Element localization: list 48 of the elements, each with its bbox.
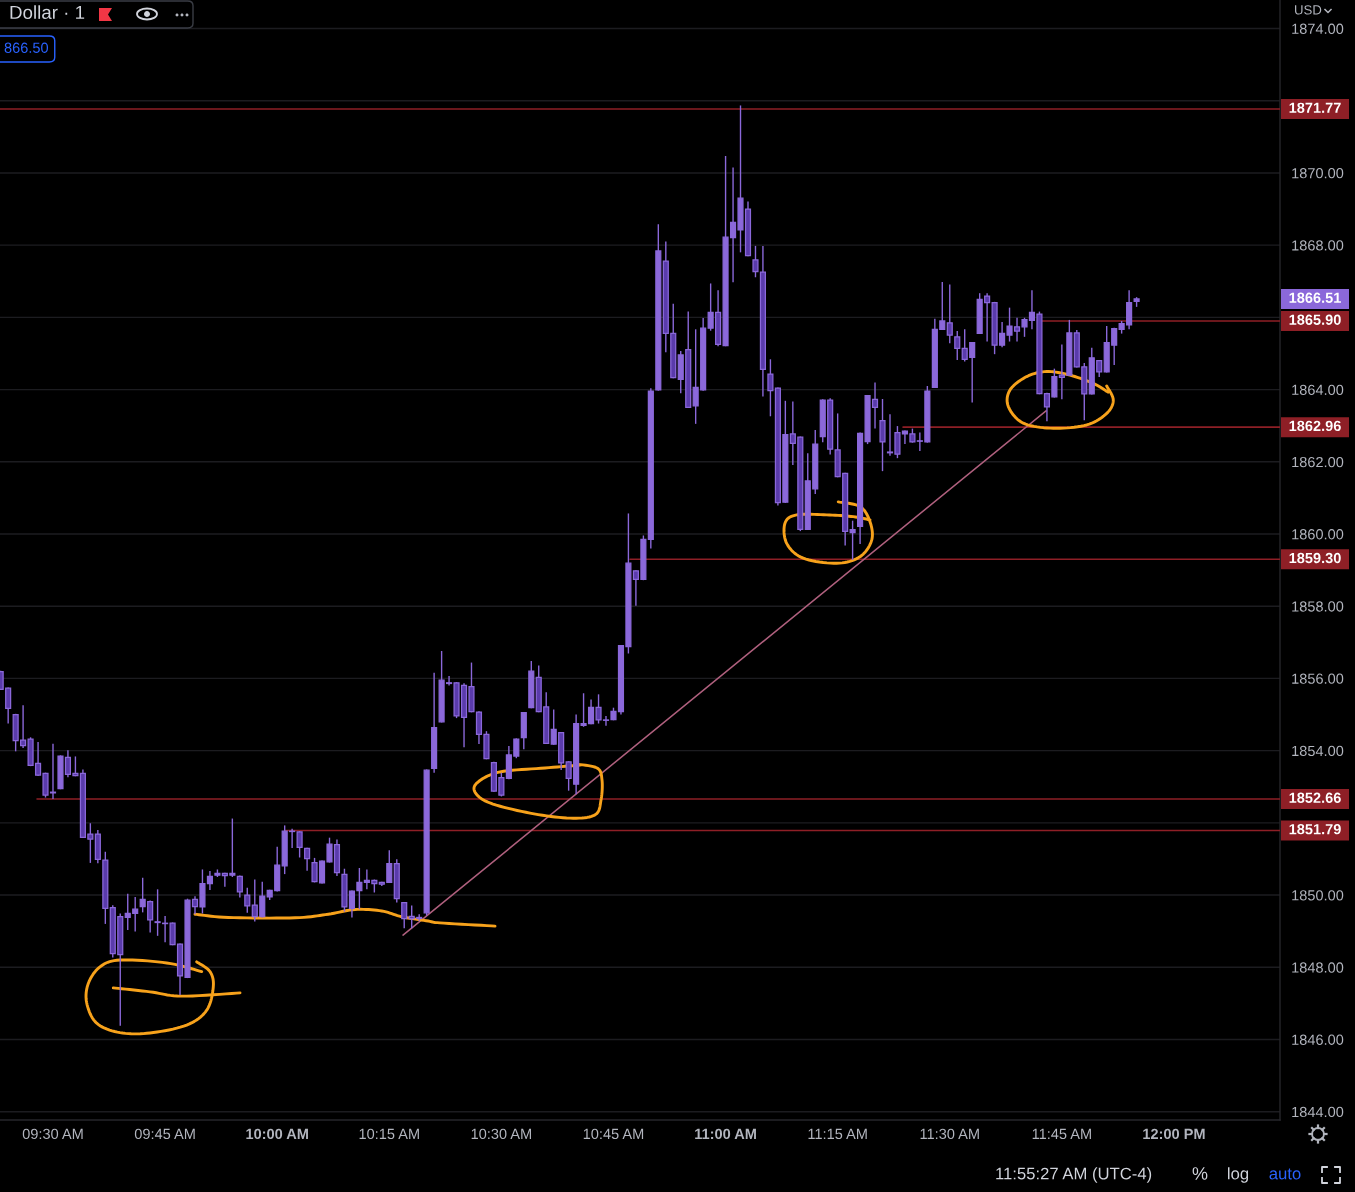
x-tick-label: 10:30 AM — [471, 1128, 531, 1140]
text: 11:55:27 AM (UTC-4) — [996, 1167, 1152, 1183]
annotation: 866.50 — [4, 42, 49, 53]
y-tick-label: 1850.00 — [1292, 890, 1344, 901]
series-label: 1859.30 — [1289, 552, 1341, 564]
series-label: 1862.96 — [1289, 420, 1341, 432]
text: auto — [1269, 1168, 1301, 1180]
x-tick-label: 11:45 AM — [1032, 1128, 1091, 1140]
candlestick — [954, 331, 961, 360]
chart-title: Dollar · 1 — [10, 5, 85, 20]
candlestick — [752, 245, 759, 278]
x-tick-label: 12:00 PM — [1143, 1128, 1205, 1140]
series-label: 1852.66 — [1289, 792, 1341, 803]
y-tick-label: 1862.00 — [1292, 456, 1344, 468]
x-tick-label: 10:00 AM — [246, 1128, 308, 1140]
candlestick — [236, 875, 243, 898]
candlestick — [946, 284, 953, 344]
text: % — [1192, 1167, 1208, 1180]
y-tick-label: 1854.00 — [1292, 745, 1344, 757]
x-tick-label: 10:15 AM — [359, 1128, 419, 1140]
candlestick — [304, 847, 311, 871]
x-tick-label: 11:30 AM — [920, 1128, 979, 1140]
y-tick-label: 1860.00 — [1292, 529, 1344, 540]
y-tick-label: 1874.00 — [1292, 23, 1344, 34]
y-tick-label: 1844.00 — [1292, 1106, 1344, 1118]
candlestick — [154, 889, 161, 936]
candlestick — [879, 398, 886, 472]
x-tick-label: 10:45 AM — [583, 1128, 644, 1140]
x-tick-label: 09:30 AM — [22, 1128, 83, 1140]
text: USD — [1295, 5, 1322, 15]
x-tick-label: 11:15 AM — [808, 1128, 867, 1140]
text: 1866.51 — [1289, 292, 1341, 303]
x-tick-label: 09:45 AM — [134, 1128, 195, 1140]
y-tick-label: 1846.00 — [1292, 1034, 1344, 1045]
candlestick — [244, 887, 251, 913]
candlestick — [296, 831, 303, 858]
y-tick-label: 1864.00 — [1292, 384, 1344, 396]
series-label: 1865.90 — [1289, 314, 1341, 325]
y-tick-label: 1868.00 — [1292, 240, 1344, 251]
candlestick — [401, 901, 408, 929]
y-tick-label: 1858.00 — [1292, 601, 1344, 612]
y-tick-label: 1870.00 — [1292, 168, 1344, 179]
text: log — [1228, 1167, 1249, 1183]
ref-line-label: 1871.77 — [1289, 102, 1341, 113]
y-tick-label: 1848.00 — [1292, 962, 1344, 973]
x-tick-label: 11:00 AM — [695, 1128, 756, 1140]
legend-label: 1851.79 — [1289, 824, 1341, 835]
y-tick-label: 1856.00 — [1292, 673, 1344, 684]
